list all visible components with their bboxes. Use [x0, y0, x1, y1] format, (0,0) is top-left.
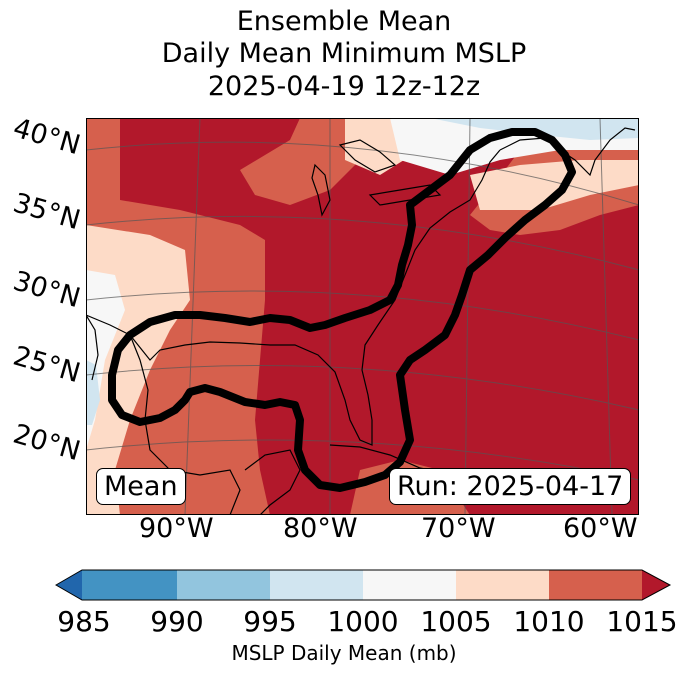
- colorbar-bin-990-995: [177, 570, 270, 600]
- mean-label: Mean: [96, 468, 186, 505]
- lat-label-30: 30°N: [9, 265, 84, 315]
- lon-label-60w: 60°W: [563, 513, 638, 544]
- colorbar-outline: [54, 569, 672, 601]
- colorbar-extend-high: [642, 570, 670, 600]
- parallel-30n: [86, 290, 639, 341]
- colorbar-tick-1005: 1005: [420, 605, 492, 638]
- colorbar-bin-995-1000: [270, 570, 363, 600]
- title-line-3: 2025-04-19 12z-12z: [207, 71, 481, 102]
- lon-label-90w: 90°W: [139, 513, 214, 544]
- colorbar: [54, 569, 672, 601]
- colorbar-bin-1005-1010: [456, 570, 549, 600]
- colorbar-bin-1010-1015: [549, 570, 642, 600]
- colorbar-tick-990: 990: [150, 605, 204, 638]
- run-label: Run: 2025-04-17: [389, 468, 632, 505]
- coast-mexico-west: [86, 314, 99, 381]
- map-panel: [86, 118, 639, 515]
- coast-gulf-us: [86, 149, 501, 446]
- title-line-1: Ensemble Mean: [236, 6, 452, 37]
- colorbar-extend-low: [56, 570, 82, 600]
- lat-label-40: 40°N: [9, 112, 84, 162]
- colorbar-label: MSLP Daily Mean (mb): [231, 641, 457, 665]
- lon-label-80w: 80°W: [283, 513, 358, 544]
- colorbar-tick-1000: 1000: [327, 605, 399, 638]
- contour-outline: [108, 128, 576, 492]
- meridian-60w: [599, 118, 613, 515]
- colorbar-bin-985-990: [82, 570, 177, 600]
- colorbar-bin-1000-1005: [363, 570, 456, 600]
- parallel-35n: [86, 215, 639, 271]
- coast-yucatan: [244, 449, 301, 515]
- colorbar-tick-1010: 1010: [513, 605, 585, 638]
- lat-label-25: 25°N: [9, 340, 84, 390]
- coast-mexico: [129, 334, 241, 515]
- colorbar-tick-985: 985: [57, 605, 111, 638]
- lat-label-20: 20°N: [9, 418, 84, 468]
- meridian-70w: [464, 118, 471, 515]
- colorbar-tick-1015: 1015: [606, 605, 678, 638]
- lat-label-35: 35°N: [9, 187, 84, 237]
- field-995-1000-west: [86, 360, 100, 425]
- lon-label-70w: 70°W: [421, 513, 496, 544]
- coast-canada-east: [499, 127, 636, 177]
- colorbar-tick-995: 995: [243, 605, 297, 638]
- parallel-25n: [86, 365, 639, 411]
- title-line-2: Daily Mean Minimum MSLP: [161, 38, 527, 69]
- coast-great-lakes: [311, 139, 442, 217]
- map-svg: [86, 118, 639, 515]
- parallel-20n: [86, 439, 639, 481]
